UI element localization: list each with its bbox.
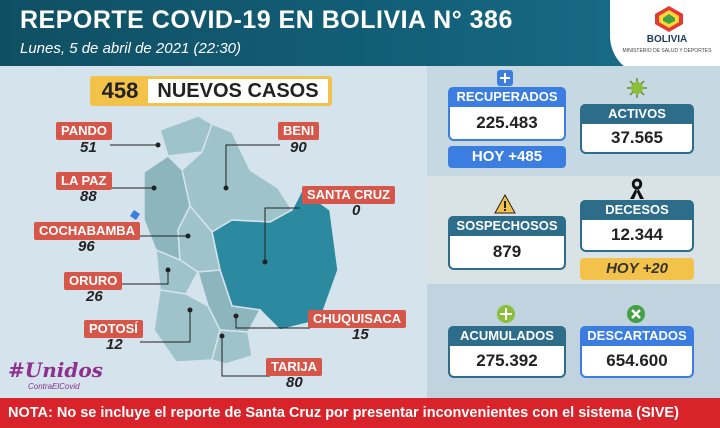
footer-bar	[0, 398, 720, 428]
decesos-value: 12.344	[580, 220, 694, 252]
dept-tag-cochabamba: COCHABAMBA	[34, 222, 141, 240]
leader-lines	[108, 142, 310, 377]
add-circle-icon	[497, 305, 515, 323]
campaign-subtitle: ContraElCovid	[28, 382, 80, 391]
warning-icon	[494, 194, 516, 214]
dept-value-chuquisaca: 15	[352, 326, 369, 343]
dept-value-potosi: 12	[106, 336, 123, 353]
bolivia-map	[130, 115, 339, 365]
mourning-ribbon-icon	[630, 178, 644, 199]
new-cases-label: NUEVOS CASOS	[148, 79, 328, 103]
dept-tag-potosi: POTOSÍ	[84, 320, 143, 338]
dept-tag-beni: BENI	[278, 122, 320, 140]
campaign-title: #Unidos	[8, 358, 103, 382]
dept-tag-tarija: TARIJA	[266, 358, 322, 376]
decesos-label: DECESOS	[580, 200, 694, 220]
dept-tag-la-paz: LA PAZ	[56, 172, 112, 190]
activos-label: ACTIVOS	[580, 104, 694, 124]
descartados-label: DESCARTADOS	[580, 326, 694, 346]
dept-tag-oruro: ORURO	[64, 272, 123, 290]
cancel-circle-icon	[627, 305, 645, 323]
dept-value-pando: 51	[80, 139, 97, 156]
sospechosos-label: SOSPECHOSOS	[448, 216, 566, 236]
recuperados-today: HOY +485	[448, 146, 566, 168]
dept-tag-santa-cruz: SANTA CRUZ	[302, 186, 396, 204]
dept-value-oruro: 26	[86, 288, 103, 305]
acumulados-value: 275.392	[448, 346, 566, 378]
footer-note: NOTA: No se incluye el reporte de Santa …	[8, 405, 679, 421]
new-cases-number: 458	[96, 78, 144, 104]
report-date: Lunes, 5 de abril de 2021 (22:30)	[20, 40, 241, 57]
recuperados-value: 225.483	[448, 107, 566, 141]
decesos-today: HOY +20	[580, 258, 694, 280]
acumulados-label: ACUMULADOS	[448, 326, 566, 346]
virus-icon	[627, 78, 647, 98]
lake-titicaca	[130, 210, 140, 220]
recuperados-label: RECUPERADOS	[448, 87, 566, 107]
dept-tag-pando: PANDO	[56, 122, 112, 140]
report-title: REPORTE COVID-19 EN BOLIVIA N° 386	[20, 6, 513, 34]
dept-value-beni: 90	[290, 139, 307, 156]
map-oruro	[155, 248, 199, 295]
logo-text: BOLIVIA	[646, 34, 688, 45]
plus-icon	[497, 70, 513, 86]
dept-value-santa-cruz: 0	[352, 202, 361, 219]
bolivia-emblem-icon	[655, 6, 683, 32]
dept-tag-chuquisaca: CHUQUISACA	[308, 310, 407, 328]
activos-value: 37.565	[580, 124, 694, 154]
descartados-value: 654.600	[580, 346, 694, 378]
logo-subtext: MINISTERIO DE SALUD Y DEPORTES	[622, 48, 712, 54]
sospechosos-value: 879	[448, 236, 566, 270]
dept-value-cochabamba: 96	[78, 238, 95, 255]
dept-value-la-paz: 88	[80, 188, 97, 205]
header-bar	[0, 0, 720, 66]
dept-value-tarija: 80	[286, 374, 303, 391]
